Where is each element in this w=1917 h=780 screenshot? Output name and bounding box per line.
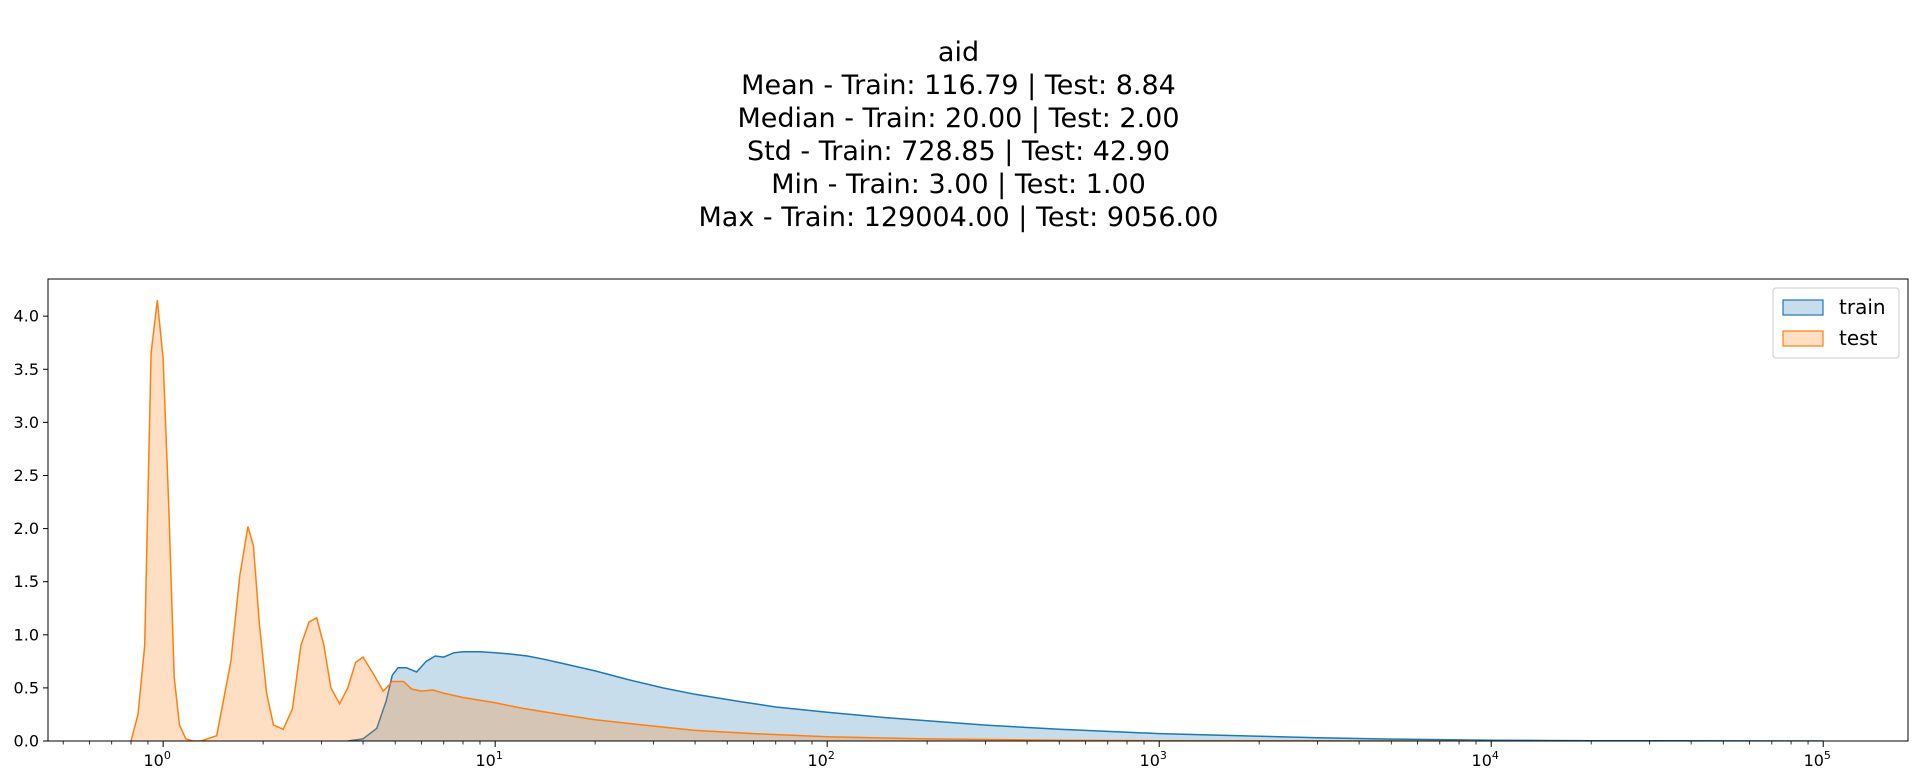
stats-max: Max - Train: 129004.00 | Test: 9056.00 <box>698 202 1219 233</box>
y-tick-label: 3.0 <box>14 413 39 432</box>
stats-min: Min - Train: 3.00 | Test: 1.00 <box>771 169 1146 200</box>
x-tick-label: 105 <box>1804 749 1831 770</box>
y-tick-label: 2.5 <box>14 466 39 485</box>
stats-std: Std - Train: 728.85 | Test: 42.90 <box>746 136 1171 167</box>
plot-area <box>130 300 1824 741</box>
series-train-area <box>347 651 1824 741</box>
y-tick-label: 4.0 <box>14 307 39 326</box>
series-test-line <box>130 300 1477 741</box>
legend-swatch-test <box>1782 330 1824 347</box>
x-tick-label: 103 <box>1140 749 1167 770</box>
chart-title: aid <box>937 37 980 68</box>
legend: train test <box>1772 287 1900 359</box>
legend-swatch-train <box>1782 299 1824 316</box>
x-tick-label: 104 <box>1472 749 1499 770</box>
y-tick-label: 0.5 <box>14 678 39 697</box>
x-tick-label: 100 <box>143 749 170 770</box>
axes: 0.0 0.5 1.0 1.5 2.0 2.5 3.0 3.5 4.0 100 101 102 103 1… <box>14 278 1909 770</box>
y-tick-label: 3.5 <box>14 360 39 379</box>
y-tick-label: 0.0 <box>14 732 39 751</box>
stats-median: Median - Train: 20.00 | Test: 2.00 <box>737 103 1180 134</box>
x-tick-label: 101 <box>475 749 502 770</box>
x-tick-label: 102 <box>808 749 835 770</box>
plot-frame <box>47 278 1909 742</box>
y-tick-label: 1.0 <box>14 625 39 644</box>
chart-title-block: aid Mean - Train: 116.79 | Test: 8.84 Me… <box>0 36 1917 234</box>
series-group <box>130 300 1824 741</box>
legend-label-train: train <box>1839 295 1886 319</box>
series-test-area <box>131 300 1476 741</box>
y-tick-label: 1.5 <box>14 572 39 591</box>
y-tick-label: 2.0 <box>14 519 39 538</box>
legend-label-test: test <box>1839 326 1878 350</box>
legend-box <box>1772 287 1900 359</box>
series-train-line <box>347 651 1824 741</box>
stats-mean: Mean - Train: 116.79 | Test: 8.84 <box>741 70 1176 101</box>
